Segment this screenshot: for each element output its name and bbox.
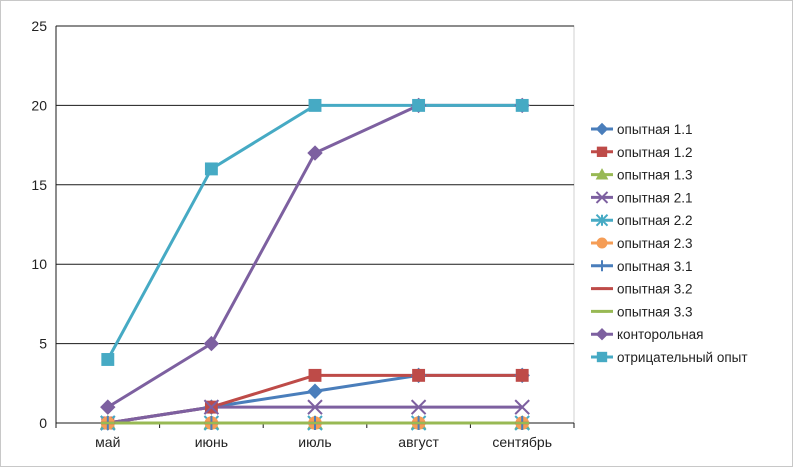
legend-label: опытная 2.2	[617, 213, 693, 228]
legend-marker	[595, 213, 609, 227]
plot-border	[55, 25, 575, 424]
legend-label: опытная 3.1	[617, 259, 693, 274]
legend-label: опытная 1.2	[617, 145, 693, 160]
data-point	[412, 98, 426, 112]
y-tick-label: 15	[31, 177, 47, 193]
plot-area: 0 5 10 15 20 25 май июнь июль август сентябрь	[31, 18, 575, 450]
data-point	[204, 162, 218, 176]
data-point	[307, 399, 323, 415]
y-tick-label: 5	[39, 336, 47, 352]
x-tick-label: июнь	[195, 434, 228, 450]
data-point	[307, 383, 323, 399]
legend-marker	[596, 260, 608, 272]
x-tick-label: июль	[298, 434, 331, 450]
legend-marker	[596, 351, 608, 363]
y-axis: 0 5 10 15 20 25	[31, 18, 57, 431]
legend-marker	[596, 146, 608, 157]
legend-marker	[595, 191, 609, 204]
legend-label: конторольная	[617, 327, 703, 342]
data-point	[308, 368, 322, 382]
x-tick-label: май	[95, 434, 120, 450]
legend-label: опытная 3.3	[617, 304, 693, 319]
data-point	[514, 399, 530, 415]
data-point	[203, 399, 220, 415]
x-tick-label: август	[398, 434, 439, 450]
y-tick-label: 10	[31, 256, 47, 272]
y-tick-label: 0	[39, 415, 47, 431]
data-point	[101, 353, 115, 366]
x-tick-label: сентябрь	[492, 434, 552, 450]
gridlines	[56, 25, 574, 345]
legend-marker	[595, 168, 609, 180]
legend-label: опытная 1.3	[617, 168, 693, 183]
legend-marker	[595, 122, 609, 136]
legend-marker	[596, 237, 608, 249]
y-tick-label: 25	[31, 18, 47, 34]
series-line-11	[106, 103, 523, 361]
legend-marker	[595, 327, 609, 341]
legend-label: опытная 2.3	[617, 236, 693, 251]
data-point	[410, 399, 427, 415]
data-point	[203, 335, 220, 352]
legend-label: отрицательный опыт	[617, 350, 748, 365]
series-markers	[99, 97, 531, 431]
legend-label: опытная 1.1	[617, 122, 693, 137]
data-point	[515, 368, 529, 382]
legend-label: опытная 3.2	[617, 282, 693, 297]
data-point	[100, 399, 116, 415]
data-point	[308, 98, 322, 112]
data-point	[412, 368, 426, 382]
legend: опытная 1.1 опытная 1.2 опытная 1.3 опытная…	[591, 122, 748, 365]
legend-label: опытная 2.1	[617, 190, 693, 205]
y-tick-label: 20	[31, 97, 47, 113]
data-point	[307, 145, 323, 161]
data-point	[515, 98, 529, 112]
